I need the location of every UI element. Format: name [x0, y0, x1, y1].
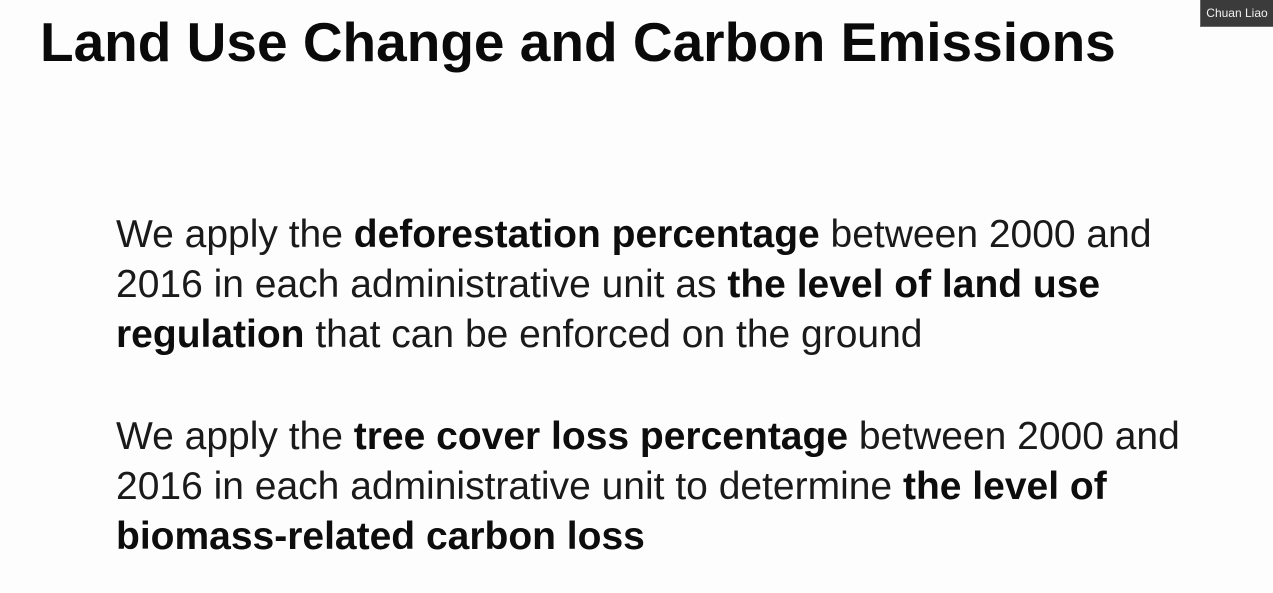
paragraph-bold-text: deforestation percentage: [353, 213, 820, 256]
paragraph-text: that can be enforced on the ground: [304, 313, 923, 356]
paragraph-text: We apply the: [116, 213, 354, 256]
paragraph-text: We apply the: [116, 415, 354, 458]
paragraph-bold-text: tree cover loss percentage: [353, 415, 849, 458]
paragraph-text: between 2000 and 2016 in each administra…: [116, 415, 1180, 508]
paragraph-bold-text: the level of land use regulation: [116, 263, 1101, 356]
participant-name-badge[interactable]: Chuan Liao: [1200, 0, 1273, 27]
paragraph-bold-text: the level of biomass-related carbon loss: [116, 465, 1107, 558]
slide-paragraph-deforestation: We apply the deforestation percentage be…: [116, 210, 1196, 360]
paragraph-text: between 2000 and 2016 in each administra…: [116, 213, 1152, 306]
slide-paragraph-tree-cover: We apply the tree cover loss percentage …: [116, 412, 1196, 562]
slide-title: Land Use Change and Carbon Emissions: [40, 11, 1116, 73]
